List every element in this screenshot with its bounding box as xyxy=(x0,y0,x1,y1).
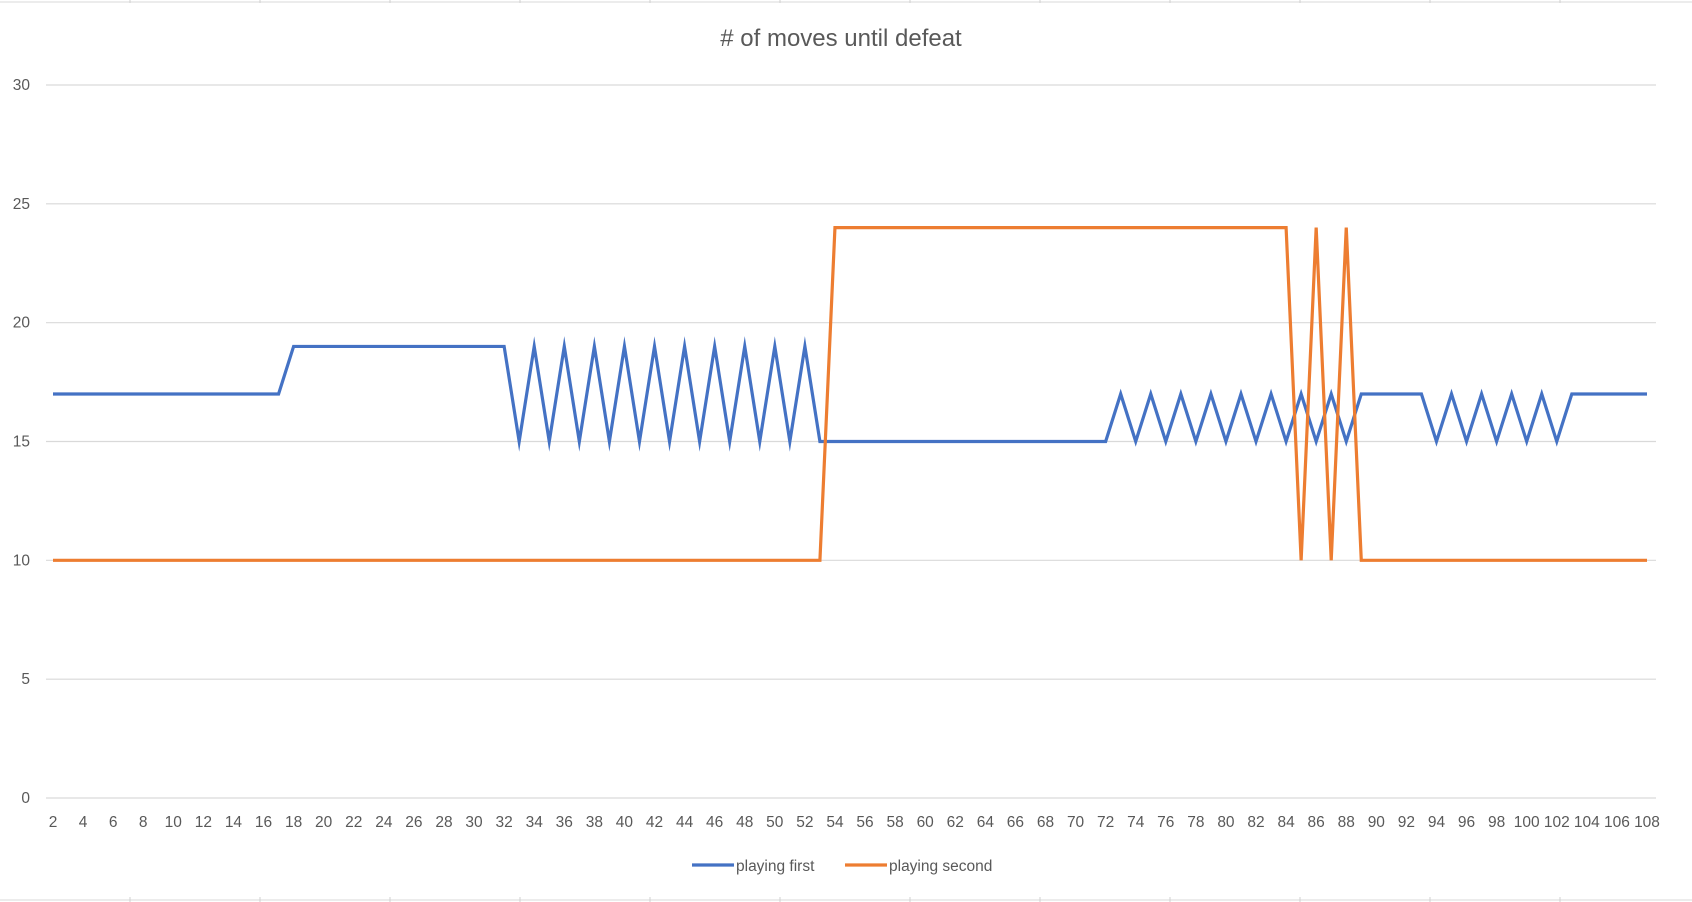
series-line-playing-first xyxy=(53,336,1647,452)
x-tick-label: 58 xyxy=(886,814,903,831)
x-tick-label: 96 xyxy=(1458,814,1475,831)
x-tick-label: 82 xyxy=(1247,814,1264,831)
legend-label: playing first xyxy=(736,858,815,875)
x-tick-label: 68 xyxy=(1037,814,1054,831)
series-line-playing-second xyxy=(53,226,1647,562)
x-tick-label: 54 xyxy=(826,814,844,831)
x-tick-label: 94 xyxy=(1428,814,1446,831)
y-tick-label: 10 xyxy=(13,552,31,569)
x-tick-label: 80 xyxy=(1217,814,1235,831)
x-tick-label: 30 xyxy=(465,814,483,831)
x-tick-label: 70 xyxy=(1067,814,1085,831)
x-tick-label: 10 xyxy=(165,814,183,831)
x-axis-tick-labels: 2 4 6 8 10 12 14 16 18 20 22 24 26 28 30 32 34 36 38 40 42 44… xyxy=(49,814,1660,831)
x-tick-label: 28 xyxy=(435,814,452,831)
sheet-column-ticks xyxy=(129,0,1561,902)
x-tick-label: 104 xyxy=(1574,814,1600,831)
x-tick-label: 72 xyxy=(1097,814,1114,831)
x-tick-label: 52 xyxy=(796,814,813,831)
x-tick-label: 48 xyxy=(736,814,753,831)
x-tick-label: 108 xyxy=(1634,814,1660,831)
legend: playing first playing second xyxy=(692,858,992,875)
x-tick-label: 86 xyxy=(1308,814,1325,831)
x-tick-label: 16 xyxy=(255,814,272,831)
x-tick-label: 6 xyxy=(109,814,118,831)
series-lines xyxy=(53,226,1647,562)
x-tick-label: 88 xyxy=(1338,814,1355,831)
y-tick-label: 15 xyxy=(13,434,30,451)
x-tick-label: 66 xyxy=(1007,814,1024,831)
x-tick-label: 18 xyxy=(285,814,302,831)
x-tick-label: 38 xyxy=(586,814,603,831)
y-tick-label: 30 xyxy=(13,77,31,94)
x-tick-label: 106 xyxy=(1604,814,1630,831)
x-tick-label: 2 xyxy=(49,814,58,831)
x-tick-label: 64 xyxy=(977,814,995,831)
x-tick-label: 74 xyxy=(1127,814,1145,831)
y-tick-label: 20 xyxy=(13,315,31,332)
x-tick-label: 102 xyxy=(1544,814,1570,831)
x-tick-label: 60 xyxy=(917,814,935,831)
x-tick-label: 34 xyxy=(526,814,544,831)
x-tick-label: 56 xyxy=(856,814,873,831)
x-tick-label: 100 xyxy=(1514,814,1540,831)
x-tick-label: 40 xyxy=(616,814,634,831)
x-tick-label: 76 xyxy=(1157,814,1174,831)
x-tick-label: 46 xyxy=(706,814,723,831)
legend-label: playing second xyxy=(889,858,992,875)
y-tick-label: 25 xyxy=(13,196,30,213)
x-tick-label: 22 xyxy=(345,814,362,831)
x-tick-label: 42 xyxy=(646,814,663,831)
x-tick-label: 4 xyxy=(79,814,88,831)
x-tick-label: 36 xyxy=(556,814,573,831)
x-tick-label: 90 xyxy=(1368,814,1386,831)
x-tick-label: 92 xyxy=(1398,814,1415,831)
y-tick-label: 0 xyxy=(21,790,30,807)
x-tick-label: 98 xyxy=(1488,814,1505,831)
y-axis-tick-labels: 0 5 10 15 20 25 30 xyxy=(13,77,31,807)
x-tick-label: 78 xyxy=(1187,814,1204,831)
chart-title: # of moves until defeat xyxy=(720,25,962,52)
x-tick-label: 24 xyxy=(375,814,393,831)
y-tick-label: 5 xyxy=(21,671,30,688)
x-tick-label: 20 xyxy=(315,814,333,831)
x-tick-label: 26 xyxy=(405,814,422,831)
x-tick-label: 62 xyxy=(947,814,964,831)
x-tick-label: 50 xyxy=(766,814,784,831)
x-tick-label: 44 xyxy=(676,814,694,831)
x-tick-label: 84 xyxy=(1277,814,1295,831)
x-tick-label: 32 xyxy=(496,814,513,831)
x-tick-label: 14 xyxy=(225,814,243,831)
x-tick-label: 12 xyxy=(195,814,212,831)
x-tick-label: 8 xyxy=(139,814,148,831)
